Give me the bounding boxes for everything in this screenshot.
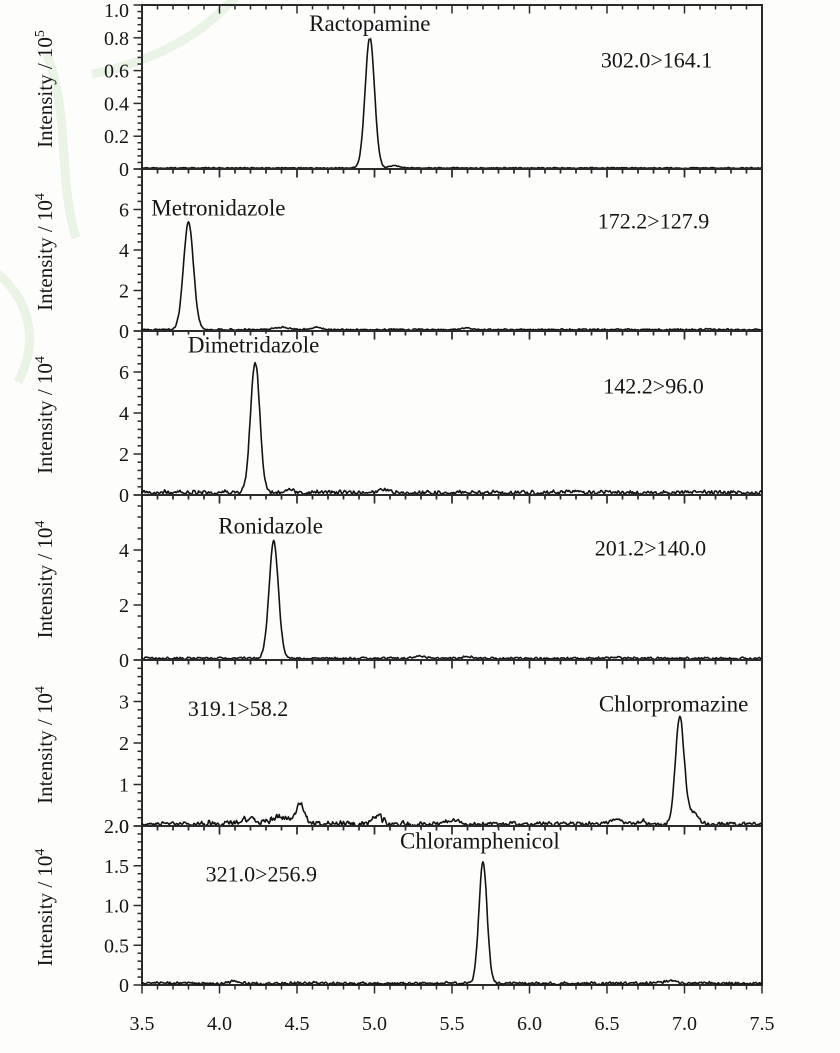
y-tick-label: 0.4	[104, 93, 129, 115]
x-tick-label: 6.0	[517, 1013, 542, 1035]
panel-ractopamine: 0 0.2 0.4 0.6 0.8 1.0 Intensity / 105 Ractopami…	[33, 0, 763, 181]
analyte-label: Chlorpromazine	[599, 691, 748, 716]
y-tick-label: 1	[119, 775, 129, 797]
chromatogram-trace	[141, 221, 763, 332]
x-tick-label: 7.0	[672, 1013, 697, 1035]
x-tick-label: 5.0	[362, 1013, 387, 1035]
y-axis-title: Intensity / 104	[33, 193, 57, 311]
watermark-decoration	[0, 0, 239, 385]
chromatogram-trace	[141, 861, 763, 986]
y-axis-title: Intensity / 104	[33, 356, 57, 474]
analyte-label: Ractopamine	[309, 11, 430, 36]
chromatogram-trace	[141, 361, 763, 496]
panel-chlorpromazine: 0 1 2 3 Intensity / 104 Chlorpromazine 319.1>5…	[33, 659, 763, 838]
analyte-label: Ronidazole	[218, 514, 323, 539]
y-tick-label: 0.6	[104, 61, 129, 83]
panel-chloramphenicol: 0 0.5 1.0 1.5 2.0 Intensity / 104 Chlorampheni…	[33, 816, 763, 997]
transition-label: 172.2>127.9	[598, 209, 709, 234]
y-tick-label: 2	[119, 444, 129, 466]
transition-label: 201.2>140.0	[595, 536, 706, 561]
x-tick-label: 3.5	[130, 1013, 155, 1035]
x-tick-label: 4.0	[207, 1013, 232, 1035]
analyte-label: Dimetridazole	[188, 333, 320, 358]
y-tick-label: 0	[119, 650, 129, 672]
y-tick-label: 4	[119, 403, 129, 425]
y-tick-label: 0	[119, 321, 129, 343]
y-tick-label: 0.5	[104, 935, 129, 957]
y-tick-label: 2	[119, 595, 129, 617]
y-tick-label: 1.0	[104, 0, 129, 22]
transition-label: 321.0>256.9	[206, 862, 317, 887]
y-tick-label: 2	[119, 281, 129, 303]
watermark-stroke	[91, 0, 239, 79]
y-tick-label: 2.0	[104, 816, 129, 838]
transition-label: 142.2>96.0	[603, 374, 703, 399]
y-tick-label: 0	[119, 975, 129, 997]
y-axis-title: Intensity / 104	[33, 521, 57, 639]
y-tick-label: 4	[119, 540, 129, 562]
panel-border	[141, 4, 763, 170]
x-tick-label: 7.5	[750, 1013, 775, 1035]
x-tick-label: 5.5	[440, 1013, 465, 1035]
panel-ronidazole: 0 2 4 Intensity / 104 Ronidazole 201.2>140.0	[33, 494, 763, 672]
analyte-label: Chloramphenicol	[400, 828, 560, 853]
y-axis-title: Intensity / 104	[33, 849, 57, 967]
panel-metronidazole: 0 2 4 6 Intensity / 104 Metronidazole 172.2>12…	[33, 168, 763, 343]
y-tick-label: 0.8	[104, 28, 129, 50]
y-tick-label: 0	[119, 816, 129, 838]
y-tick-label: 0.2	[104, 126, 129, 148]
y-tick-label: 1.5	[104, 856, 129, 878]
x-tick-label: 4.5	[285, 1013, 310, 1035]
chromatogram-trace	[141, 539, 763, 661]
analyte-label: Metronidazole	[151, 196, 285, 221]
y-axis-title: Intensity / 105	[33, 30, 57, 148]
x-tick-label: 6.5	[595, 1013, 620, 1035]
y-tick-label: 0	[119, 159, 129, 181]
y-axis-title: Intensity / 104	[33, 686, 57, 804]
y-tick-label: 2	[119, 733, 129, 755]
y-tick-label: 1.0	[104, 896, 129, 918]
chromatogram-trace	[141, 715, 763, 827]
panel-border	[141, 659, 763, 827]
transition-label: 319.1>58.2	[188, 696, 288, 721]
y-tick-label: 3	[119, 692, 129, 714]
y-tick-label: 6	[119, 200, 129, 222]
transition-label: 302.0>164.1	[601, 47, 712, 72]
panel-dimetridazole: 0 2 4 6 Intensity / 104 Dimetridazole 142.2>96…	[33, 330, 763, 507]
y-tick-label: 6	[119, 362, 129, 384]
x-axis-labels: 3.5 4.0 4.5 5.0 5.5 6.0 6.5 7.0 7.5	[130, 1013, 775, 1035]
panel-border	[141, 168, 763, 332]
y-tick-label: 4	[119, 240, 129, 262]
watermark-stroke	[41, 50, 81, 240]
watermark-stroke	[0, 270, 34, 385]
y-tick-label: 0	[119, 485, 129, 507]
